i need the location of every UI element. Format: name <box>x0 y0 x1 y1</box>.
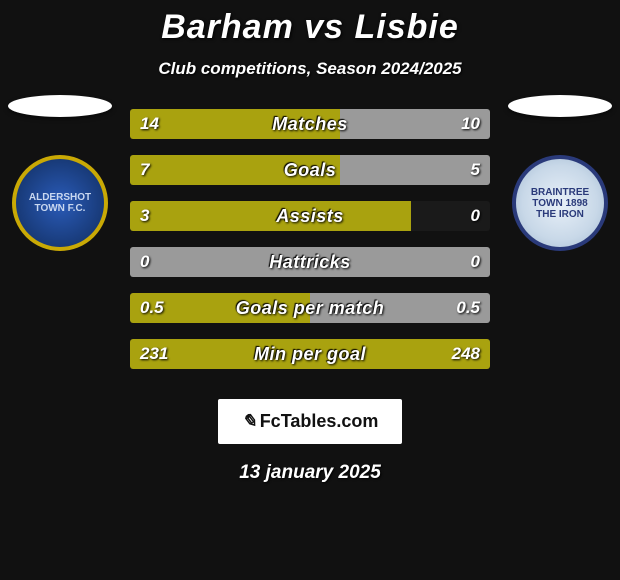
stat-bars: 1410Matches 75Goals 30Assists 00Hattricks 0.… <box>130 109 490 385</box>
header: Barham vs Lisbie Club competitions, Seas… <box>0 0 620 79</box>
stat-label: Assists <box>130 201 490 231</box>
team-right-column: BRAINTREE TOWN 1898 THE IRON <box>500 95 620 251</box>
stat-label: Goals per match <box>130 293 490 323</box>
stat-row: 0.50.5Goals per match <box>130 293 490 323</box>
stat-row: 30Assists <box>130 201 490 231</box>
team-left-badge-text: ALDERSHOT TOWN F.C. <box>22 192 98 214</box>
stat-label: Min per goal <box>130 339 490 369</box>
team-right-ellipse <box>508 95 612 117</box>
stat-row: 00Hattricks <box>130 247 490 277</box>
comparison-section: ALDERSHOT TOWN F.C. BRAINTREE TOWN 1898 … <box>0 109 620 379</box>
team-left-column: ALDERSHOT TOWN F.C. <box>0 95 120 251</box>
stat-label: Matches <box>130 109 490 139</box>
brand-text: FcTables.com <box>260 411 379 431</box>
team-right-badge: BRAINTREE TOWN 1898 THE IRON <box>512 155 608 251</box>
brand-logo[interactable]: ✎FcTables.com <box>218 399 403 444</box>
date-text: 13 january 2025 <box>0 462 620 484</box>
stat-label: Goals <box>130 155 490 185</box>
page-subtitle: Club competitions, Season 2024/2025 <box>0 59 620 79</box>
stat-row: 75Goals <box>130 155 490 185</box>
team-right-badge-text: BRAINTREE TOWN 1898 THE IRON <box>522 187 598 220</box>
stat-row: 231248Min per goal <box>130 339 490 369</box>
footer: ✎FcTables.com 13 january 2025 <box>0 399 620 484</box>
team-left-ellipse <box>8 95 112 117</box>
team-left-badge: ALDERSHOT TOWN F.C. <box>12 155 108 251</box>
stat-label: Hattricks <box>130 247 490 277</box>
page-title: Barham vs Lisbie <box>0 8 620 47</box>
stat-row: 1410Matches <box>130 109 490 139</box>
brand-icon: ✎ <box>242 411 256 432</box>
